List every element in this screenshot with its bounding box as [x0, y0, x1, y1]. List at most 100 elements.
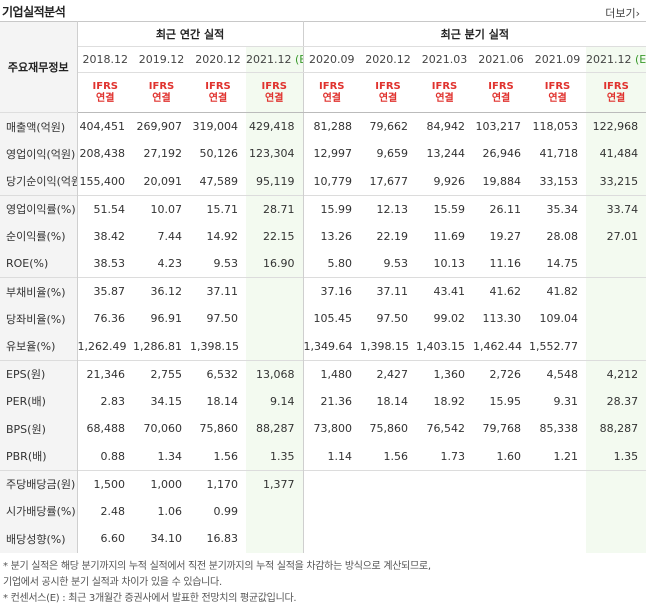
cell-value — [586, 332, 646, 360]
section-title: 기업실적분석 — [2, 5, 66, 19]
cell-value: 84,942 — [426, 120, 466, 133]
cell-value — [586, 497, 646, 525]
consolidated-label: 연결 — [435, 92, 454, 104]
cell-value: 14.92 — [206, 229, 239, 243]
cell-value: 404,451 — [79, 120, 126, 133]
cell-value: 17,677 — [369, 174, 409, 188]
chevron-right-icon: › — [635, 7, 640, 20]
cell-value: 2,755 — [133, 359, 190, 388]
footnote-line: * 컨센서스(E) : 최근 3개월간 증권사에서 발표한 전망치의 평균값입니… — [3, 593, 297, 604]
table-row: PBR(배) 0.88 1.34 1.56 1.35 1.14 1.56 1.73 1.60 1.… — [0, 442, 646, 470]
ifrs-label: IFRS — [148, 80, 175, 92]
ifrs-label: IFRS — [544, 80, 571, 92]
cell-value: 99.02 — [433, 312, 466, 326]
row-label: EPS(원) — [0, 359, 78, 388]
cell-value: 88,287 — [586, 415, 646, 443]
cell-value: 37.16 — [303, 277, 361, 305]
more-label: 더보기 — [605, 7, 636, 20]
cell-value: 2.83 — [100, 394, 126, 408]
period-header: 2020.12 — [360, 46, 417, 73]
table-row: ROE(%) 38.53 4.23 9.53 16.90 5.80 9.53 10.13 11.… — [0, 250, 646, 278]
table-row: BPS(원) 68,488 70,060 75,860 88,287 73,800 75,8… — [0, 415, 646, 443]
cell-value: 34.15 — [150, 394, 183, 408]
cell-value: 16.90 — [246, 250, 304, 278]
cell-value: 1.35 — [246, 442, 304, 470]
row-header-label: 주요재무정보 — [0, 21, 78, 113]
cell-value: 5.80 — [327, 257, 353, 270]
cell-value: 319,004 — [192, 120, 239, 133]
cell-value: 18.92 — [433, 394, 466, 408]
cell-value: 96.91 — [150, 312, 183, 326]
cell-value: 1.06 — [157, 504, 183, 518]
group-header-annual: 최근 연간 실적 — [77, 21, 304, 47]
period-header: 2020.12 — [190, 46, 246, 73]
row-label: 시가배당률(%) — [0, 497, 78, 525]
cell-value: 73,800 — [313, 422, 353, 436]
cell-value: 109.04 — [539, 312, 579, 326]
consolidated-label: 연결 — [491, 92, 511, 104]
cell-value: 15.59 — [416, 194, 474, 223]
estimate-marker: (E) — [635, 53, 646, 66]
row-label: 순이익률(%) — [0, 222, 78, 250]
cell-value: 1.34 — [157, 449, 183, 463]
cell-value: 113.30 — [482, 312, 522, 326]
cell-value: 76.36 — [93, 312, 126, 326]
cell-value — [246, 332, 304, 360]
footnote-line: 기업에서 공시한 분기 실적과 차이가 있을 수 있습니다. — [3, 577, 222, 588]
cell-value: 97.50 — [206, 312, 239, 326]
cell-value: 22.15 — [246, 222, 304, 250]
cell-value: 4,548 — [529, 359, 587, 388]
cell-value: 1.60 — [496, 449, 522, 463]
more-link[interactable]: 더보기› — [605, 5, 640, 21]
cell-value: 1.14 — [327, 449, 353, 463]
cell-value: 1,349.64 — [303, 339, 353, 353]
period-header: 2020.09 — [303, 46, 361, 73]
cell-value: 2.48 — [100, 504, 126, 518]
period-header: 2021.09 — [529, 46, 587, 73]
cell-value: 21,346 — [77, 359, 133, 388]
cell-value — [303, 469, 361, 498]
cell-value — [360, 498, 416, 526]
cell-value — [473, 525, 529, 553]
cell-value — [473, 498, 529, 526]
cell-value — [246, 305, 304, 333]
cell-value — [529, 469, 587, 498]
cell-value: 36.12 — [133, 277, 190, 305]
row-label: 영업이익(억원) — [0, 140, 78, 168]
table-row: EPS(원) 21,346 2,755 6,532 13,068 1,480 2,427 1,… — [0, 359, 646, 388]
period-header: 2019.12 — [133, 46, 190, 73]
cell-value: 68,488 — [86, 422, 126, 436]
table-row: PER(배) 2.83 34.15 18.14 9.14 21.36 18.14 18.92 1… — [0, 387, 646, 415]
consolidated-label: 연결 — [265, 92, 284, 104]
cell-value: 1,462.44 — [473, 339, 522, 353]
consolidated-label: 연결 — [548, 92, 567, 104]
cell-value: 15.99 — [303, 194, 361, 223]
period-header: 2021.12 (E) — [586, 46, 646, 73]
cell-value: 2,726 — [473, 359, 530, 388]
cell-value: 1,360 — [416, 359, 474, 388]
row-label: 영업이익률(%) — [0, 194, 78, 223]
cell-value — [416, 525, 473, 553]
ifrs-label: IFRS — [261, 80, 287, 92]
row-label: PBR(배) — [0, 442, 78, 470]
cell-value: 47,589 — [199, 174, 239, 188]
row-label: 배당성향(%) — [0, 525, 78, 553]
cell-value — [360, 525, 416, 553]
cell-value: 9,659 — [376, 147, 409, 161]
table-row: 배당성향(%) 6.60 34.10 16.83 — [0, 525, 646, 553]
cell-value: 1,500 — [77, 469, 133, 498]
table-row: 순이익률(%) 38.42 7.44 14.92 22.15 13.26 22.19 11.6… — [0, 222, 646, 250]
cell-value: 27.01 — [586, 222, 646, 250]
cell-value: 18.14 — [376, 394, 409, 408]
cell-value: 19.27 — [489, 229, 522, 243]
cell-value: 269,907 — [136, 120, 183, 133]
cell-value: 75,860 — [369, 422, 409, 436]
cell-value — [529, 498, 586, 526]
cell-value: 27,192 — [143, 147, 183, 161]
cell-value: 13,068 — [246, 359, 304, 388]
ifrs-label: IFRS — [603, 80, 629, 92]
ifrs-label: IFRS — [431, 80, 458, 92]
cell-value: 1.56 — [213, 449, 239, 463]
cell-value: 28.08 — [546, 229, 579, 243]
row-label: 주당배당금(원) — [0, 469, 78, 498]
